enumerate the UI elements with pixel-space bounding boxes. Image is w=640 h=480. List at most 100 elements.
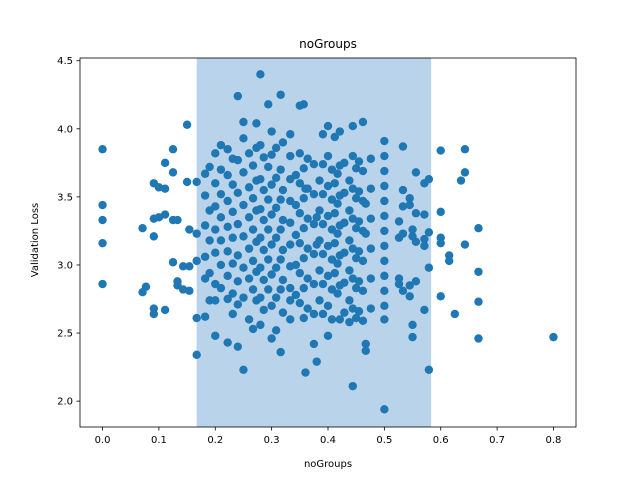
data-point bbox=[348, 151, 357, 161]
data-point bbox=[394, 217, 404, 226]
data-point bbox=[345, 176, 354, 185]
data-point bbox=[315, 266, 324, 275]
x-axis-label: noGroups bbox=[304, 459, 352, 470]
data-point bbox=[233, 155, 243, 165]
data-point bbox=[380, 286, 389, 296]
data-point bbox=[318, 279, 328, 289]
data-point bbox=[318, 309, 328, 319]
data-point bbox=[256, 174, 265, 184]
data-point bbox=[444, 256, 454, 266]
data-point bbox=[276, 165, 285, 174]
data-point bbox=[185, 262, 194, 271]
data-point bbox=[264, 225, 273, 234]
data-point bbox=[267, 334, 276, 343]
data-point bbox=[333, 199, 342, 208]
data-point bbox=[295, 238, 305, 248]
data-point bbox=[271, 203, 281, 212]
x-tick-label: 0.7 bbox=[489, 435, 505, 446]
data-point bbox=[200, 312, 210, 321]
data-point bbox=[239, 117, 248, 127]
data-point bbox=[256, 263, 265, 272]
data-point bbox=[248, 161, 258, 170]
data-point bbox=[259, 215, 268, 225]
data-point bbox=[211, 225, 220, 234]
data-point bbox=[323, 151, 333, 161]
data-point bbox=[223, 247, 232, 256]
data-point bbox=[366, 154, 376, 163]
data-point bbox=[233, 251, 243, 260]
data-point bbox=[299, 224, 308, 233]
data-point bbox=[309, 339, 319, 349]
data-point bbox=[361, 346, 370, 355]
data-point bbox=[205, 162, 214, 172]
data-point bbox=[173, 215, 182, 225]
data-point bbox=[411, 277, 421, 286]
data-point bbox=[259, 275, 268, 285]
data-point bbox=[278, 138, 288, 147]
data-point bbox=[160, 158, 170, 168]
data-point bbox=[244, 183, 254, 192]
data-point bbox=[312, 213, 321, 222]
data-point bbox=[333, 169, 342, 178]
data-point bbox=[309, 249, 319, 259]
data-point bbox=[239, 232, 248, 241]
x-tick-label: 0.5 bbox=[376, 435, 392, 446]
data-point bbox=[309, 309, 319, 319]
data-point bbox=[340, 248, 349, 257]
data-point bbox=[168, 145, 178, 154]
data-point bbox=[460, 168, 470, 177]
data-point bbox=[333, 259, 342, 268]
data-point bbox=[264, 100, 273, 109]
data-point bbox=[351, 313, 361, 323]
data-point bbox=[216, 140, 226, 150]
data-point bbox=[549, 332, 558, 342]
data-point bbox=[315, 296, 324, 305]
data-point bbox=[228, 309, 237, 319]
data-point bbox=[299, 100, 308, 109]
data-point bbox=[233, 300, 243, 309]
data-point bbox=[323, 331, 333, 340]
data-point bbox=[318, 189, 328, 199]
data-point bbox=[248, 225, 258, 234]
data-point bbox=[345, 236, 354, 245]
data-point bbox=[460, 240, 470, 249]
x-tick-label: 0.1 bbox=[151, 435, 167, 446]
data-point bbox=[239, 263, 248, 272]
data-point bbox=[315, 176, 324, 185]
data-point bbox=[98, 215, 107, 225]
data-point bbox=[398, 286, 408, 296]
data-point bbox=[278, 275, 288, 285]
data-point bbox=[474, 334, 483, 343]
data-point bbox=[216, 165, 226, 174]
data-point bbox=[333, 289, 342, 298]
data-point bbox=[318, 249, 328, 259]
data-point bbox=[259, 185, 268, 195]
data-point bbox=[380, 315, 389, 324]
data-point bbox=[244, 315, 254, 324]
data-point bbox=[303, 304, 312, 313]
data-point bbox=[380, 211, 389, 221]
data-point bbox=[330, 179, 339, 188]
data-point bbox=[323, 181, 333, 191]
data-point bbox=[299, 253, 308, 263]
data-point bbox=[160, 184, 170, 193]
data-point bbox=[340, 188, 349, 198]
data-point bbox=[223, 145, 232, 154]
data-point bbox=[295, 298, 305, 308]
data-point bbox=[211, 202, 220, 211]
data-point bbox=[303, 274, 312, 283]
data-point bbox=[182, 177, 192, 187]
data-point bbox=[244, 274, 254, 283]
data-point bbox=[299, 283, 308, 293]
data-point bbox=[278, 308, 288, 317]
data-point bbox=[223, 222, 232, 232]
data-point bbox=[228, 289, 237, 298]
data-point bbox=[223, 338, 232, 347]
data-point bbox=[211, 296, 220, 305]
data-point bbox=[318, 130, 328, 139]
data-point bbox=[267, 127, 276, 136]
data-point bbox=[149, 232, 159, 241]
data-point bbox=[244, 213, 254, 222]
data-point bbox=[200, 252, 210, 261]
data-point bbox=[323, 121, 333, 131]
